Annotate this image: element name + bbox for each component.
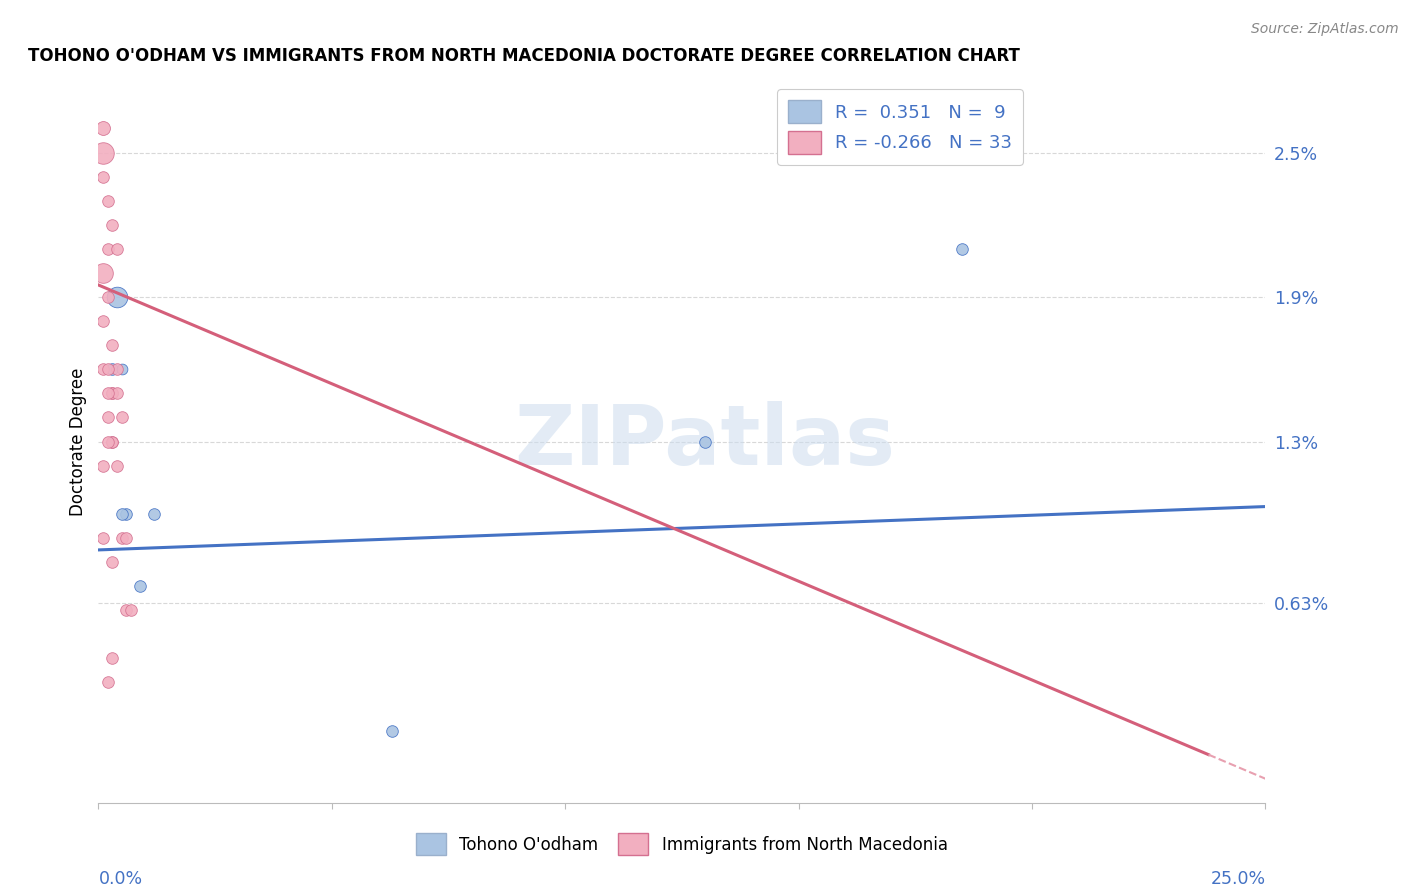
Point [97, 194, 120, 208]
Y-axis label: Doctorate Degree: Doctorate Degree [69, 368, 87, 516]
Point [97, 675, 120, 690]
Point [91, 169, 114, 184]
Point [97, 290, 120, 304]
Point [101, 362, 124, 376]
Point [105, 386, 128, 401]
Point [101, 338, 124, 352]
Point [115, 603, 138, 617]
Point [97, 386, 120, 401]
Point [115, 531, 138, 545]
Text: TOHONO O'ODHAM VS IMMIGRANTS FROM NORTH MACEDONIA DOCTORATE DEGREE CORRELATION C: TOHONO O'ODHAM VS IMMIGRANTS FROM NORTH … [28, 47, 1021, 65]
Point [97, 242, 120, 256]
Point [91, 121, 114, 136]
Point [111, 507, 134, 521]
Point [101, 434, 124, 449]
Point [381, 723, 404, 738]
Point [91, 314, 114, 328]
Text: ZIPatlas: ZIPatlas [515, 401, 896, 482]
Text: 25.0%: 25.0% [1211, 871, 1265, 888]
Point [111, 410, 134, 425]
Point [120, 603, 142, 617]
Point [105, 458, 128, 473]
Point [91, 531, 114, 545]
Point [101, 386, 124, 401]
Point [97, 434, 120, 449]
Point [101, 651, 124, 665]
Point [91, 458, 114, 473]
Point [111, 531, 134, 545]
Text: 0.0%: 0.0% [98, 871, 142, 888]
Point [129, 579, 152, 593]
Point [105, 242, 128, 256]
Legend: Tohono O'odham, Immigrants from North Macedonia: Tohono O'odham, Immigrants from North Ma… [408, 825, 956, 863]
Point [101, 555, 124, 569]
Point [91, 362, 114, 376]
Point [105, 290, 128, 304]
Point [91, 266, 114, 280]
Point [105, 362, 128, 376]
Point [97, 410, 120, 425]
Text: Source: ZipAtlas.com: Source: ZipAtlas.com [1251, 22, 1399, 37]
Point [101, 434, 124, 449]
Point [115, 507, 138, 521]
Point [97, 362, 120, 376]
Point [91, 145, 114, 160]
Point [143, 507, 166, 521]
Point [101, 434, 124, 449]
Point [950, 242, 973, 256]
Point [695, 434, 717, 449]
Point [101, 218, 124, 232]
Point [101, 386, 124, 401]
Point [111, 362, 134, 376]
